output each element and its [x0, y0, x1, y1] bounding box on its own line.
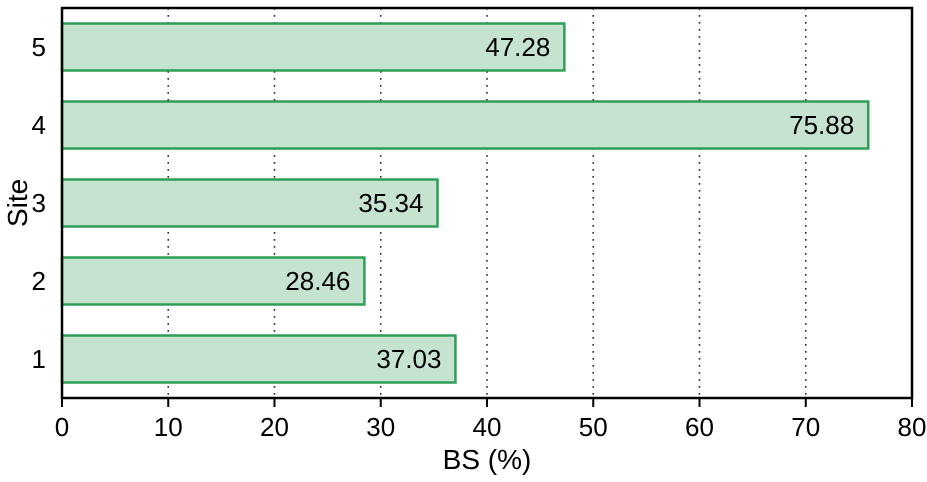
bar-site-1: [60, 334, 457, 384]
x-tick-label: 50: [579, 412, 608, 442]
y-category-label: 5: [32, 32, 46, 62]
y-category-label: 1: [32, 344, 46, 374]
bar-value-label: 35.34: [358, 188, 423, 218]
x-tick-label: 0: [55, 412, 69, 442]
x-tick-label: 10: [154, 412, 183, 442]
bar-value-label: 37.03: [376, 344, 441, 374]
bar-value-label: 47.28: [485, 32, 550, 62]
x-tick-label: 30: [366, 412, 395, 442]
bar-site-5: [60, 22, 566, 72]
bar-site-2: [60, 256, 366, 306]
y-category-label: 3: [32, 188, 46, 218]
x-tick-label: 40: [473, 412, 502, 442]
x-tick-label: 80: [898, 412, 927, 442]
x-tick-label: 70: [791, 412, 820, 442]
bar-value-label: 28.46: [285, 266, 350, 296]
x-axis-title: BS (%): [442, 444, 532, 475]
bar-value-label: 75.88: [789, 110, 854, 140]
y-category-label: 2: [32, 266, 46, 296]
bar-site-4: [60, 100, 870, 150]
x-tick-label: 60: [685, 412, 714, 442]
y-axis-title: Site: [2, 178, 33, 228]
y-category-label: 4: [32, 110, 46, 140]
x-tick-label: 20: [260, 412, 289, 442]
